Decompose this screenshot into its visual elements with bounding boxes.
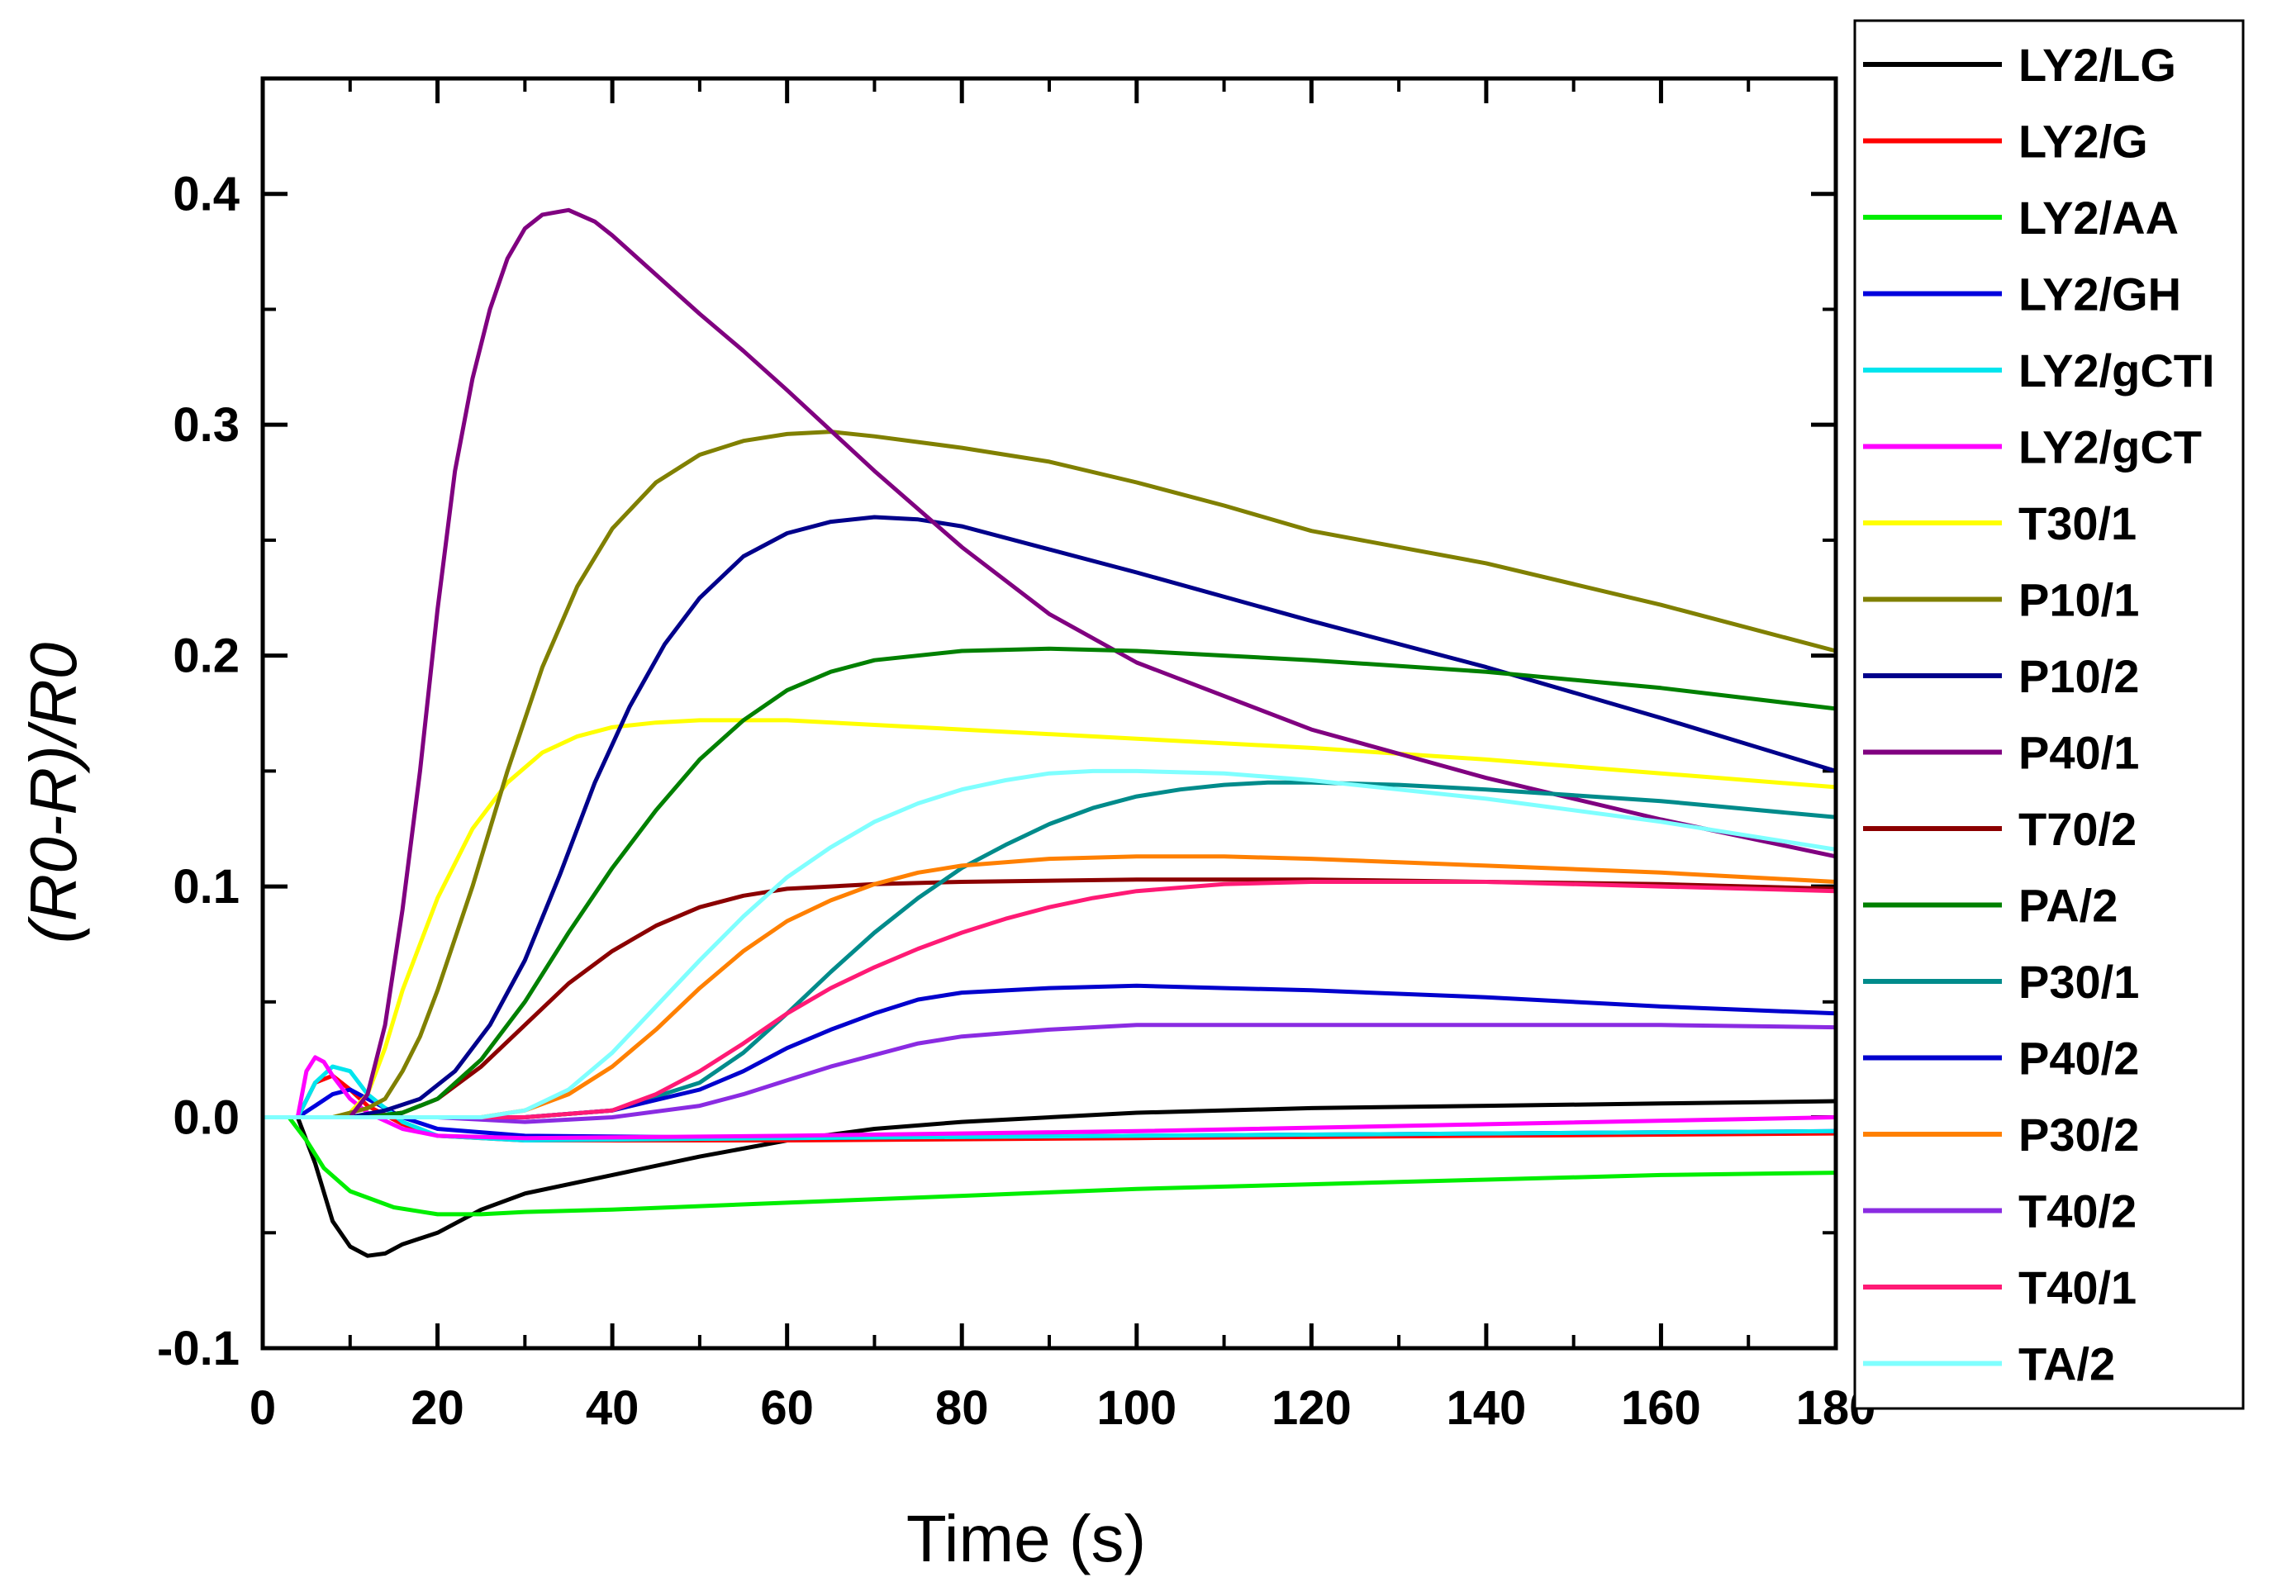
x-tick-label: 0 [250, 1381, 276, 1435]
y-tick-label: -0.1 [157, 1322, 240, 1375]
legend-label-t40-1: T40/1 [2018, 1261, 2137, 1313]
series-line-p10-1 [260, 430, 1838, 1119]
legend-label-ly2-g: LY2/G [2018, 116, 2148, 168]
y-tick-label: 0.3 [173, 398, 240, 452]
x-tick-label: 120 [1272, 1381, 1352, 1435]
tick-labels: 0 20 40 60 80 100 120 140 160 180-0.10.00.10.20.3… [157, 168, 1875, 1435]
x-tick-label: 100 [1096, 1381, 1177, 1435]
x-tick-label: 20 [411, 1381, 464, 1435]
y-axis-title: (R0-R)/R0 [17, 643, 90, 943]
legend-label-p40-1: P40/1 [2018, 727, 2139, 779]
legend-label-ly2-aa: LY2/AA [2018, 192, 2179, 244]
x-tick-label: 60 [760, 1381, 814, 1435]
legend-label-t30-1: T30/1 [2018, 497, 2137, 549]
legend-label-p10-2: P10/2 [2018, 650, 2139, 702]
plot-frame [260, 76, 1838, 1351]
legend-label-p30-1: P30/1 [2018, 956, 2139, 1008]
x-tick-label: 140 [1446, 1381, 1526, 1435]
legend-label-p10-1: P10/1 [2018, 574, 2139, 626]
x-tick-label: 160 [1621, 1381, 1701, 1435]
legend-label-ly2-gct: LY2/gCT [2018, 421, 2202, 473]
series-line-ly2-lg [260, 1099, 1838, 1258]
series-line-ta-2 [260, 768, 1838, 1119]
legend-label-p40-2: P40/2 [2018, 1033, 2139, 1085]
x-tick-label: 40 [586, 1381, 639, 1435]
series-line-ly2-aa [260, 1115, 1838, 1217]
legend-label-p30-2: P30/2 [2018, 1109, 2139, 1161]
legend-box [1853, 19, 2245, 1410]
legend-label-ly2-lg: LY2/LG [2018, 39, 2176, 91]
y-tick-label: 0.2 [173, 629, 240, 683]
series-line-ly2-gcti [260, 1064, 1838, 1142]
legend-label-ly2-gcti: LY2/gCTI [2018, 344, 2215, 397]
legend-label-ly2-gh: LY2/GH [2018, 268, 2181, 321]
legend: LY2/LG LY2/G LY2/AA LY2/GH LY2/gCTI LY2/gCT T3… [1853, 19, 2245, 1410]
x-tick-label: 80 [935, 1381, 989, 1435]
legend-label-pa-2: PA/2 [2018, 880, 2118, 932]
y-tick-label: 0.4 [173, 168, 240, 221]
x-axis-title: Time (s) [906, 1502, 1146, 1575]
series-line-p40-1 [260, 207, 1838, 1119]
y-tick-label: 0.0 [173, 1091, 240, 1145]
series-group [260, 207, 1838, 1258]
y-tick-label: 0.1 [173, 860, 240, 914]
legend-label-t40-2: T40/2 [2018, 1185, 2137, 1237]
series-line-t40-1 [260, 880, 1838, 1119]
series-line-p10-2 [260, 515, 1838, 1119]
series-line-pa-2 [260, 646, 1838, 1119]
legend-label-t70-2: T70/2 [2018, 803, 2137, 855]
series-line-t40-2 [260, 1023, 1838, 1124]
legend-label-ta-2: TA/2 [2018, 1338, 2115, 1390]
